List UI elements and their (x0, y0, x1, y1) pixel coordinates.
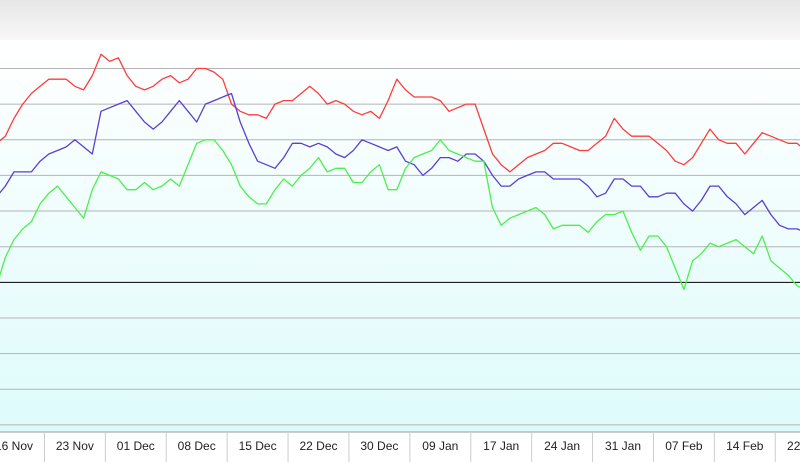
x-tick-label: 22 Dec (299, 439, 337, 453)
x-tick-label: 08 Dec (178, 439, 216, 453)
x-tick-label: 17 Jan (483, 439, 519, 453)
x-tick-label: 24 Jan (544, 439, 580, 453)
x-tick-label: 14 Feb (726, 439, 764, 453)
x-tick-label: 31 Jan (605, 439, 641, 453)
x-tick-label: 23 Nov (56, 439, 94, 453)
x-tick-label: 15 Dec (239, 439, 277, 453)
header-band (0, 0, 800, 40)
series-line (0, 139, 800, 291)
series-line (0, 53, 800, 173)
x-tick-label: 22 Feb (787, 439, 800, 453)
series-line (0, 92, 800, 231)
x-tick-label: 09 Jan (422, 439, 458, 453)
x-tick-label: 16 Nov (0, 439, 33, 453)
x-tick-label: 30 Dec (360, 439, 398, 453)
x-tick-label: 07 Feb (665, 439, 703, 453)
x-tick-label: 01 Dec (117, 439, 155, 453)
plot-area (0, 40, 800, 432)
